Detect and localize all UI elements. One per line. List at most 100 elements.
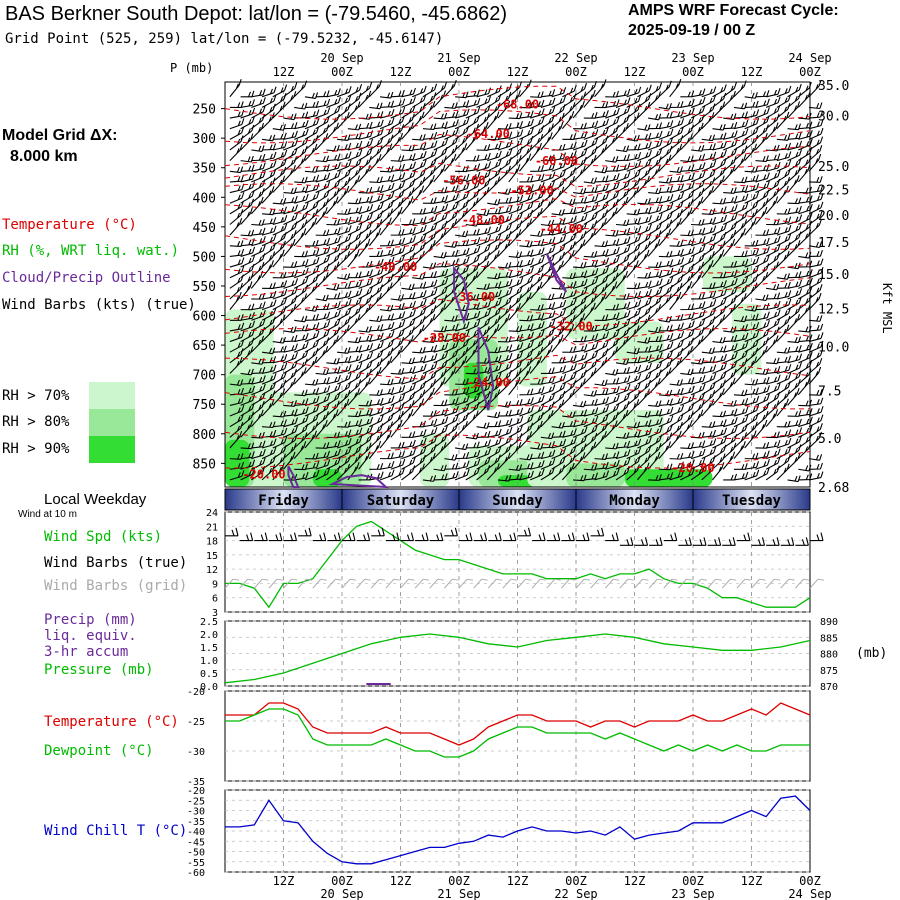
wind-barb [594, 109, 609, 119]
wind-barb [358, 155, 372, 172]
kft-tick-label: 20.0 [818, 209, 849, 224]
wind-barb [380, 239, 394, 247]
bottom-time-tick: 12Z [390, 874, 412, 888]
wind-barb [304, 239, 319, 247]
wind-barb [658, 193, 674, 204]
wind-barb [744, 404, 760, 417]
wind-barb [751, 537, 766, 546]
wind-barb [658, 367, 672, 385]
wind-barb [411, 324, 425, 342]
wind-barb [390, 271, 404, 289]
wind-barb [583, 441, 597, 459]
wind-barb [798, 203, 813, 215]
wind-speed-line [225, 520, 811, 609]
wind-barb [272, 223, 288, 236]
wind-barb [619, 578, 634, 589]
wind-barb [272, 214, 288, 226]
wind-barb [251, 366, 266, 375]
wind-barb [519, 462, 534, 470]
wind-barb [733, 432, 748, 449]
cloud-outline [453, 265, 470, 325]
wind-barb [476, 291, 491, 300]
wind-barb [540, 410, 554, 428]
bottom-date-label: 21 Sep [437, 887, 480, 900]
wind-barb [690, 375, 706, 385]
wind-barb [590, 527, 605, 537]
wind-barb [562, 436, 577, 449]
pressure-tick-label: 650 [193, 339, 216, 354]
wind-barb [744, 469, 760, 481]
bottom-date-label: 22 Sep [554, 887, 597, 900]
wind-barb [315, 450, 330, 460]
wind-barb [251, 97, 266, 108]
wind-barb [508, 441, 522, 459]
wind-barb [626, 86, 642, 98]
wind-barb [519, 340, 534, 353]
wind-barb [583, 472, 599, 481]
wind-barb [530, 238, 545, 247]
wind-barb [240, 420, 253, 438]
wind-barb [304, 305, 319, 312]
wind-barb [304, 208, 319, 225]
wind-barb [594, 175, 609, 183]
wind-barb [583, 350, 599, 364]
wind-barb [380, 452, 394, 460]
wind-barb [540, 97, 556, 108]
wind-barb [787, 166, 801, 183]
wind-barb [594, 405, 610, 417]
wind-barb [583, 185, 598, 194]
wind-barb [337, 216, 352, 226]
wind-barb [251, 383, 266, 396]
wind-barb [293, 202, 309, 215]
pressure-axis-tick: 875 [820, 666, 838, 677]
wind-barb [626, 364, 642, 375]
wind-barb [315, 90, 330, 98]
wind-barb [465, 180, 481, 194]
wind-barb [615, 236, 631, 247]
wind-barb [497, 313, 511, 332]
wind-barb [649, 537, 663, 546]
wind-barb [540, 392, 556, 406]
wind-barb [444, 193, 459, 204]
wind-barb [519, 135, 534, 151]
wind-barb [433, 399, 448, 407]
wind-barb [455, 452, 470, 460]
legend-wind-chill: Wind Chill T (°C) [44, 823, 188, 839]
wind-barb [551, 121, 564, 140]
pressure-tick-label: 750 [193, 398, 216, 413]
wind-barb [733, 406, 749, 417]
wind-barb [626, 399, 640, 417]
wind-barb [433, 416, 449, 428]
wind-barb [326, 252, 341, 268]
wind-barb [519, 118, 534, 130]
wind-barb [637, 345, 652, 353]
wind-barb [304, 313, 319, 321]
wind-barb [615, 310, 631, 321]
wind-barb [315, 237, 330, 247]
isotherms [224, 85, 811, 469]
wind-barb [626, 373, 642, 385]
wind-barb [604, 116, 620, 130]
wind-barb [529, 133, 544, 151]
wind-barb [294, 193, 309, 204]
wind-barb [755, 410, 769, 428]
wind-barb [605, 312, 620, 321]
wind-barb [272, 345, 287, 353]
wind-barb [540, 458, 556, 470]
wind-barb [369, 323, 384, 332]
wind-barb [411, 446, 427, 460]
wind-barb [663, 532, 678, 542]
wind-barb [336, 446, 352, 460]
wind-barb [497, 131, 513, 140]
wind-barb [658, 103, 672, 110]
legend-temperature-2: Temperature (°C) [44, 714, 179, 730]
wind-barb [315, 467, 331, 481]
wind-barb [497, 418, 513, 428]
kft-tick-label: 17.5 [818, 236, 849, 251]
wind-barb [497, 279, 513, 289]
wind-barb [733, 154, 747, 172]
wind-barb [379, 143, 393, 161]
wind-barb [744, 109, 760, 119]
wind-barb [519, 366, 532, 385]
wind-barb [240, 281, 253, 300]
